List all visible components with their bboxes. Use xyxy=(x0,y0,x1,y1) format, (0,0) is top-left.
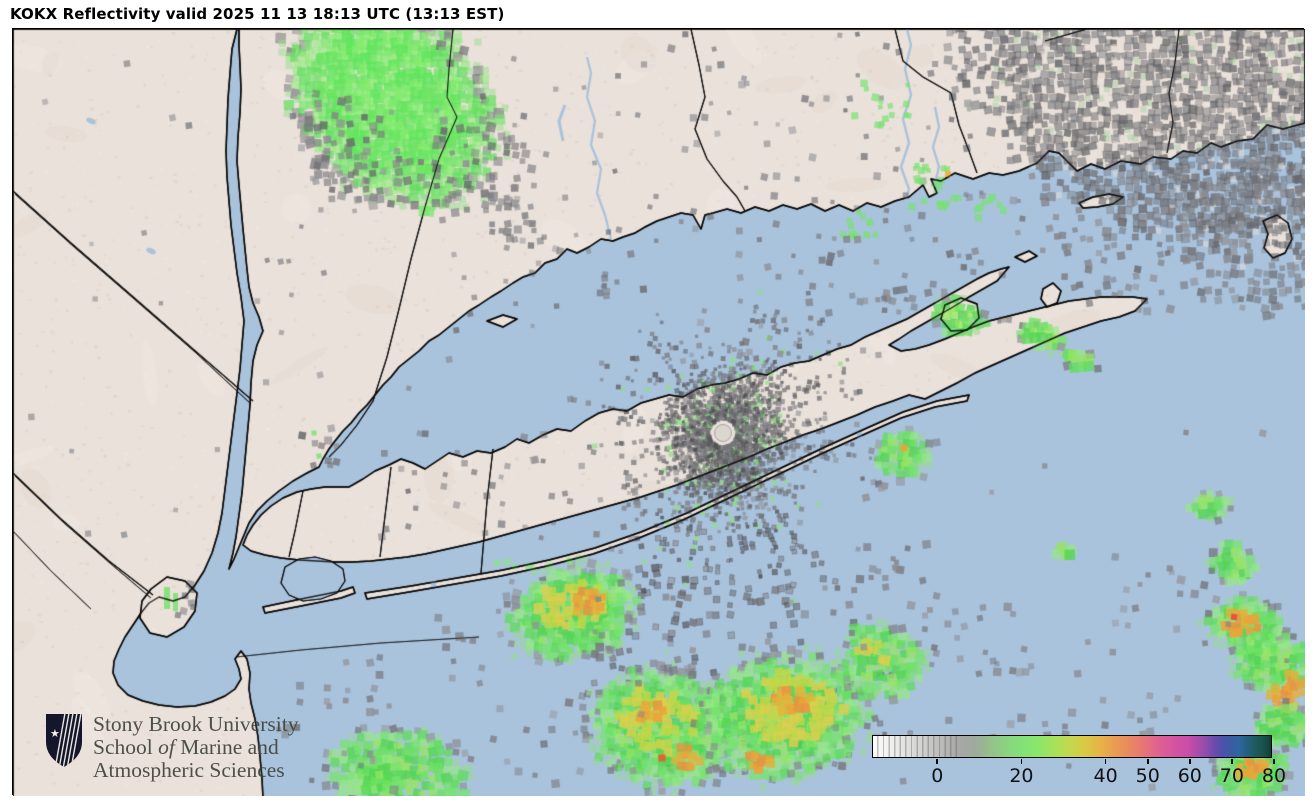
logo-line-2: School of Marine and xyxy=(93,735,279,759)
colorbar-tick xyxy=(1146,759,1149,764)
colorbar-tick xyxy=(1189,759,1191,764)
colorbar-tick-label: 50 xyxy=(1135,765,1160,787)
colorbar-tick-label: 80 xyxy=(1261,765,1287,787)
colorbar-tick xyxy=(1231,759,1233,764)
colorbar-tick xyxy=(1104,759,1107,764)
colorbar-tick-label: 40 xyxy=(1093,765,1118,787)
svg-text:★: ★ xyxy=(50,727,60,740)
colorbar-tick xyxy=(936,759,939,764)
colorbar-scale xyxy=(872,735,1272,758)
logo-line-3: Atmospheric Sciences xyxy=(93,758,285,782)
colorbar-tick-label: 60 xyxy=(1177,765,1202,787)
colorbar: 0 20 40 50 60 70 80 xyxy=(872,735,1286,789)
colorbar-tick xyxy=(1020,759,1023,764)
colorbar-tick-label: 20 xyxy=(1009,765,1034,787)
radar-map-canvas xyxy=(13,29,1305,796)
sbu-shield-icon: ★ xyxy=(46,714,82,767)
logo-line-1: Stony Brook University xyxy=(93,712,299,736)
colorbar-tick-label: 70 xyxy=(1219,765,1244,787)
radar-map: 0 20 40 50 60 70 80 ★ Stony Brook University S… xyxy=(12,28,1305,796)
sbu-logo: ★ Stony Brook University School of Marin… xyxy=(43,707,323,811)
page-title: KOKX Reflectivity valid 2025 11 13 18:13… xyxy=(10,5,505,23)
sbu-logo-text: Stony Brook University School of Marine … xyxy=(93,713,298,782)
colorbar-tick xyxy=(1273,759,1275,764)
colorbar-discrete-stripes xyxy=(873,736,961,757)
colorbar-tick-label: 0 xyxy=(931,765,944,787)
